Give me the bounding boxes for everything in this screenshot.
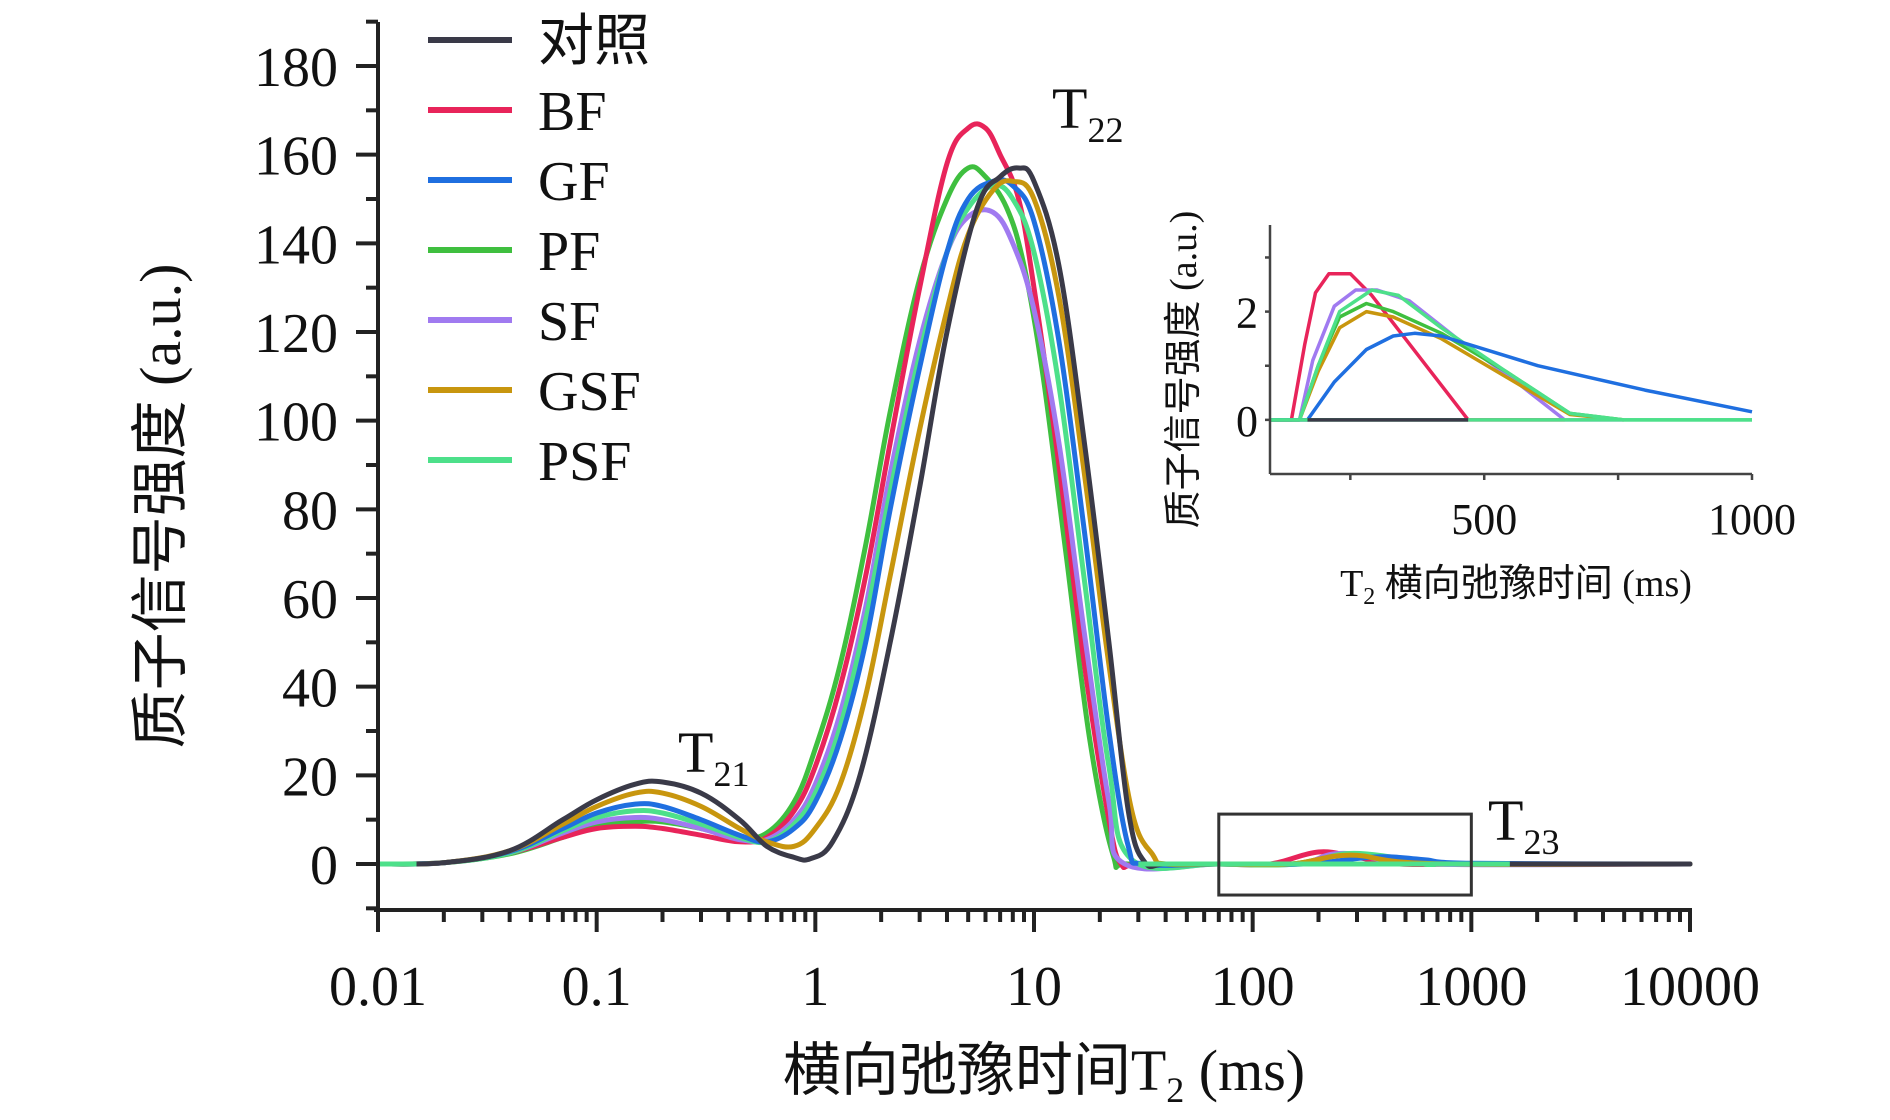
highlight-box-T23 — [1217, 812, 1473, 897]
inset-series-line-PSF — [1270, 288, 1752, 422]
main-series-group — [375, 121, 1693, 872]
x-tick-label: 0.01 — [329, 956, 427, 1018]
legend-label: PSF — [538, 431, 631, 493]
inset-x-axis-title: T2 横向弛豫时间 (ms) — [1340, 563, 1692, 610]
legend-item-BF: BF — [428, 81, 607, 143]
annotation-sub: 23 — [1523, 822, 1559, 862]
inset-x-tick-label: 500 — [1451, 495, 1517, 544]
y-axis-title: 质子信号强度 (a.u.) — [128, 264, 193, 749]
x-tick-label: 1 — [801, 956, 829, 1018]
annotation-T22: T22 — [1052, 76, 1123, 150]
x-axis-title-unit: (ms) — [1184, 1038, 1305, 1103]
x-tick-label: 0.1 — [562, 956, 632, 1018]
y-tick-label: 160 — [254, 126, 338, 188]
legend-label: 对照 — [538, 11, 650, 73]
annotation-main: T — [1488, 788, 1523, 853]
legend: 对照 BF GF PF SF GSF PSF — [428, 11, 650, 493]
legend-item-GSF: GSF — [428, 361, 641, 423]
legend-label: SF — [538, 291, 600, 353]
y-tick-label: 0 — [310, 835, 338, 897]
annotation-T23: T23 — [1488, 788, 1559, 862]
annotation-sub: 21 — [713, 754, 749, 794]
inset-y-axis-title: 质子信号强度 (a.u.) — [1163, 211, 1205, 529]
legend-label: BF — [538, 81, 607, 143]
annotation-T21: T21 — [678, 720, 749, 794]
legend-label: GSF — [538, 361, 641, 423]
x-axis-title-sub: 2 — [1166, 1070, 1184, 1110]
y-tick-label: 20 — [282, 746, 338, 808]
x-axis-title: 横向弛豫时间T2 (ms) — [783, 1038, 1305, 1110]
annotation-main: T — [678, 720, 713, 785]
legend-item-对照: 对照 — [428, 11, 650, 73]
legend-label: GF — [538, 151, 610, 213]
y-tick-label: 140 — [254, 214, 338, 276]
inset-x-axis-title-main: T — [1340, 563, 1363, 605]
x-tick-label: 10 — [1006, 956, 1062, 1018]
y-tick-label: 80 — [282, 480, 338, 542]
inset-series-line-BF — [1270, 271, 1565, 422]
y-tick-label: 60 — [282, 569, 338, 631]
inset-x-axis-title-unit: 横向弛豫时间 (ms) — [1375, 563, 1692, 605]
y-tick-label: 120 — [254, 303, 338, 365]
legend-label: PF — [538, 221, 600, 283]
inset-y-tick-label: 2 — [1236, 289, 1258, 338]
annotation-main: T — [1052, 76, 1087, 141]
legend-item-PF: PF — [428, 221, 600, 283]
legend-item-SF: SF — [428, 291, 600, 353]
legend-item-GF: GF — [428, 151, 610, 213]
y-tick-label: 100 — [254, 392, 338, 454]
y-tick-label: 180 — [254, 37, 338, 99]
inset-series-group — [1270, 271, 1753, 422]
y-tick-label: 40 — [282, 658, 338, 720]
inset-x-tick-label: 1000 — [1708, 495, 1796, 544]
inset-y-tick-label: 0 — [1236, 397, 1258, 446]
legend-item-PSF: PSF — [428, 431, 631, 493]
inset-series-line-GF — [1270, 331, 1753, 422]
x-tick-label: 100 — [1211, 956, 1295, 1018]
inset-series-line-GSF — [1270, 309, 1624, 422]
x-tick-label: 1000 — [1415, 956, 1527, 1018]
inset-x-axis-title-sub: 2 — [1363, 584, 1375, 610]
annotation-sub: 22 — [1087, 110, 1123, 150]
x-axis-title-main: 横向弛豫时间T — [783, 1038, 1166, 1103]
x-tick-label: 10000 — [1620, 956, 1760, 1018]
